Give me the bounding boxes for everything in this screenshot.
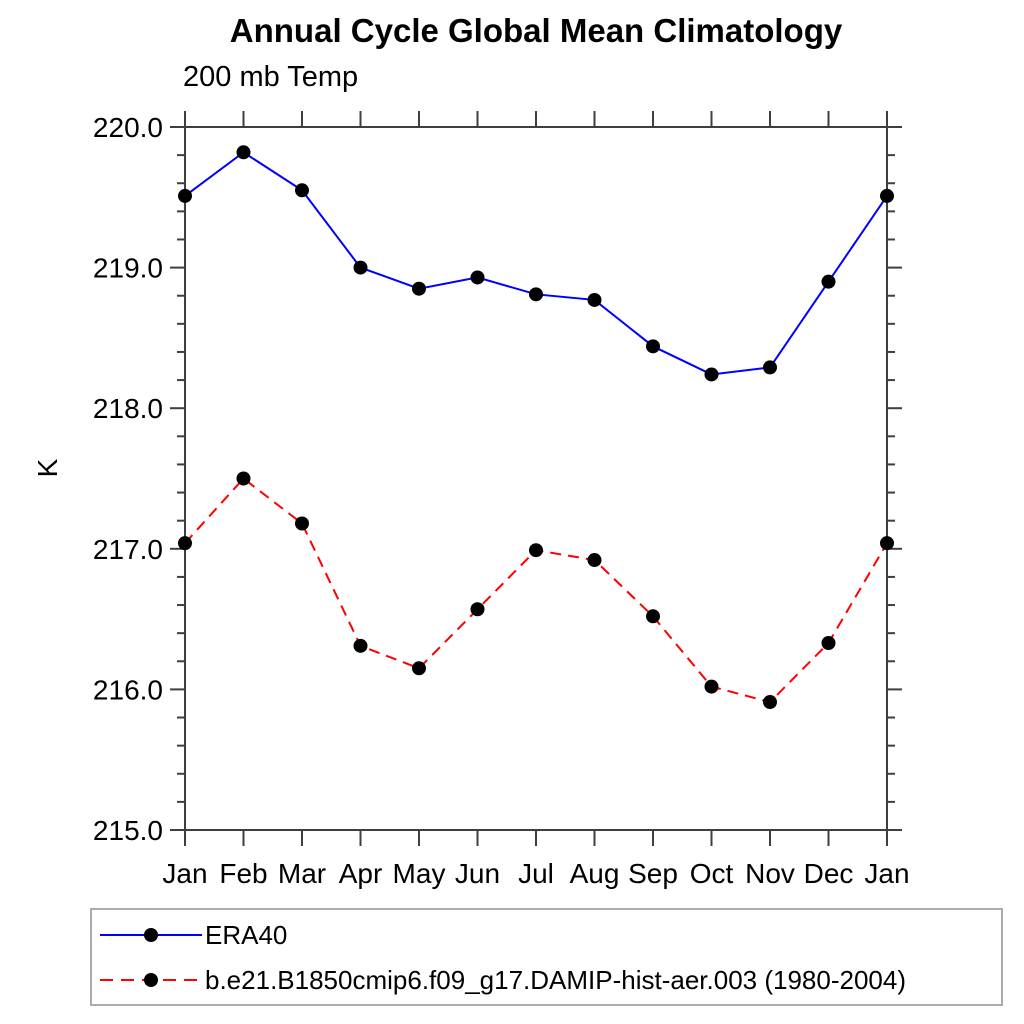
legend-sample-0 [100,927,202,942]
x-tick-label: Jun [455,858,500,889]
legend-label-1: b.e21.B1850cmip6.f09_g17.DAMIP-hist-aer.… [205,964,906,995]
x-tick-label: Jan [162,858,207,889]
series-marker-1 [646,609,660,624]
series-marker-0 [236,145,251,160]
x-tick-label: Aug [570,858,620,889]
series-marker-0 [880,188,894,203]
legend-marker-1 [144,972,158,987]
x-tick-label: Jul [518,858,554,889]
series-marker-1 [178,536,192,551]
y-tick-label: 220.0 [93,112,163,143]
series-line-0 [184,151,888,376]
series-marker-0 [646,339,660,354]
x-tick-label: Oct [690,858,734,889]
series-marker-1 [587,553,602,568]
series-marker-1 [704,679,719,694]
series-marker-0 [353,260,368,275]
legend-label-0: ERA40 [205,919,288,950]
legend-item-model: b.e21.B1850cmip6.f09_g17.DAMIP-hist-aer.… [97,959,1001,1001]
chart-title: Annual Cycle Global Mean Climatology [229,12,843,49]
series-marker-1 [763,695,777,710]
x-tick-label: Jan [864,858,909,889]
x-tick-label: Feb [219,858,267,889]
series-marker-0 [295,183,309,198]
legend-item-era40: ERA40 [97,914,1001,956]
y-tick-label: 215.0 [93,815,163,846]
series-marker-0 [587,292,602,307]
legend-box: ERA40 b.e21.B1850cmip6.f09_g17.DAMIP-his… [90,908,1003,1006]
legend-marker-0 [144,927,158,942]
x-tick-label: Dec [804,858,854,889]
x-tick-label: Nov [745,858,795,889]
series-marker-0 [178,188,192,203]
plot-border [184,126,888,831]
legend-sample-1 [100,972,202,987]
series-marker-1 [295,516,309,531]
series-marker-0 [821,274,836,289]
x-tick-label: May [393,858,446,889]
series-line-1 [184,477,888,704]
series-marker-1 [353,638,368,653]
series-marker-0 [763,360,777,375]
series-marker-0 [529,287,543,302]
series-marker-1 [236,471,251,486]
series-marker-0 [704,367,719,382]
y-tick-label: 218.0 [93,393,163,424]
series-marker-1 [529,543,543,558]
y-tick-label: 217.0 [93,534,163,565]
chart-subtitle: 200 mb Temp [183,61,359,93]
series-marker-1 [470,602,485,617]
y-tick-label: 219.0 [93,253,163,284]
x-tick-label: Apr [339,858,383,889]
series-marker-1 [412,661,426,676]
series-marker-1 [821,636,836,651]
series-marker-1 [880,536,894,551]
x-tick-label: Mar [278,858,326,889]
x-tick-label: Sep [628,858,678,889]
series-marker-0 [470,270,485,285]
y-tick-label: 216.0 [93,674,163,705]
series-marker-0 [412,281,426,296]
